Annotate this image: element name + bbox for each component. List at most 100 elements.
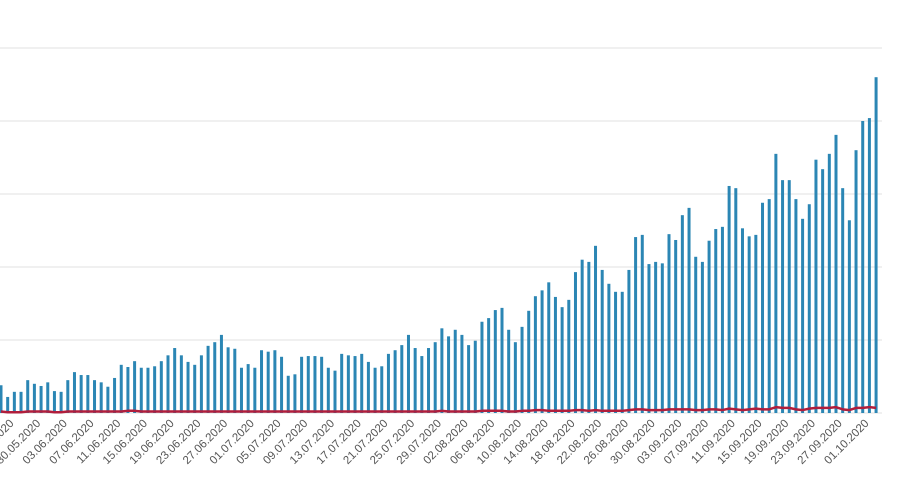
bar (219, 334, 223, 413)
bar (427, 348, 431, 413)
bar (280, 356, 284, 413)
bar (560, 307, 564, 413)
bar (587, 261, 591, 413)
bar (654, 261, 658, 413)
bar (206, 345, 210, 413)
bar (540, 290, 544, 413)
bar (600, 269, 604, 413)
bar (680, 215, 684, 413)
bar (714, 229, 718, 413)
bar (553, 296, 557, 413)
bar (173, 348, 177, 413)
bar (740, 228, 744, 413)
bar (647, 264, 651, 413)
bar (333, 370, 337, 413)
bar (266, 351, 270, 413)
bar (373, 367, 377, 413)
bar (146, 367, 150, 413)
bar (834, 134, 838, 413)
bar (520, 326, 524, 413)
bar (807, 204, 811, 413)
bar (774, 153, 778, 413)
bar (787, 180, 791, 413)
bar (801, 218, 805, 413)
bar (767, 199, 771, 413)
bar (547, 282, 551, 413)
bar (113, 377, 117, 413)
bar (413, 348, 417, 413)
bar (300, 356, 304, 413)
bar (473, 340, 477, 413)
bar (640, 234, 644, 413)
bar (754, 234, 758, 413)
bar (133, 361, 137, 413)
bar (814, 159, 818, 413)
bar (186, 361, 190, 413)
bar (493, 310, 497, 413)
bar (159, 361, 163, 413)
bar (761, 202, 765, 413)
bar (306, 356, 310, 413)
bar (360, 353, 364, 413)
bar (386, 353, 390, 413)
bar (393, 350, 397, 413)
bar (326, 367, 330, 413)
bar (527, 310, 531, 413)
bar (193, 364, 197, 413)
bar (614, 291, 618, 413)
bar (433, 342, 437, 413)
bar (126, 367, 130, 413)
bar (66, 380, 70, 413)
bar (353, 356, 357, 413)
bar (794, 199, 798, 413)
bar (861, 121, 865, 413)
bar (246, 364, 250, 413)
bar (293, 374, 297, 413)
bar (139, 367, 143, 413)
bar (867, 118, 871, 413)
bar (440, 328, 444, 413)
bar (32, 383, 36, 413)
bar (781, 180, 785, 413)
bar (239, 367, 243, 413)
bar (79, 375, 83, 413)
bar (313, 356, 317, 413)
bar (507, 329, 511, 413)
bar (0, 385, 3, 413)
bar (99, 382, 103, 413)
bar (687, 207, 691, 413)
bar (153, 366, 157, 413)
bar (406, 334, 410, 413)
bar (72, 372, 76, 413)
bar (720, 226, 724, 413)
bar (841, 188, 845, 413)
bar (480, 321, 484, 413)
bar (573, 272, 577, 413)
bar (607, 283, 611, 413)
bar (533, 296, 537, 413)
bar (453, 329, 457, 413)
bar (26, 380, 30, 413)
bar (660, 263, 664, 413)
bar (460, 334, 464, 413)
bar (874, 77, 878, 413)
bar (273, 350, 277, 413)
bar (59, 391, 63, 413)
bar (467, 345, 471, 413)
bar (380, 366, 384, 413)
bar (854, 150, 858, 413)
bar (213, 342, 217, 413)
bar (286, 375, 290, 413)
bar (86, 375, 90, 413)
bar (694, 256, 698, 413)
bar (6, 396, 10, 413)
bar (320, 356, 324, 413)
bar (513, 342, 517, 413)
bar (627, 269, 631, 413)
bar (46, 382, 50, 413)
bar (747, 236, 751, 413)
bar (667, 234, 671, 413)
bar (580, 259, 584, 413)
bar (727, 185, 731, 413)
